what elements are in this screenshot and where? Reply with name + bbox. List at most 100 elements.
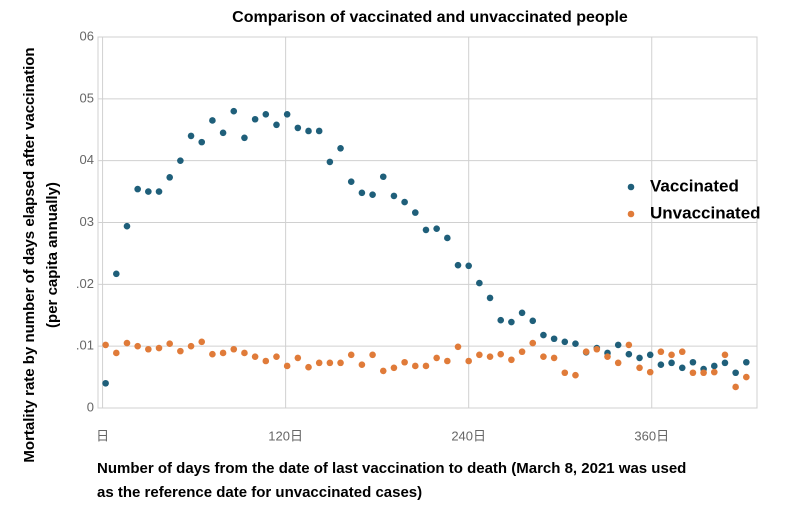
- scatter-point: [294, 124, 302, 132]
- x-tick-label: 240日: [451, 428, 486, 443]
- scatter-point: [454, 343, 462, 351]
- scatter-point: [561, 338, 569, 346]
- scatter-point: [465, 357, 472, 365]
- x-tick-label: 120日: [268, 428, 303, 443]
- scatter-point: [593, 345, 601, 353]
- scatter-point: [486, 353, 494, 360]
- scatter-point: [540, 353, 547, 360]
- y-tick-label: 06: [80, 28, 94, 43]
- scatter-point: [347, 351, 355, 359]
- scatter-point: [636, 364, 643, 372]
- scatter-point: [646, 368, 654, 376]
- scatter-point: [689, 358, 697, 366]
- scatter-point: [604, 353, 611, 360]
- scatter-point: [721, 351, 729, 359]
- scatter-point: [625, 341, 633, 349]
- legend-marker: [627, 183, 635, 191]
- scatter-point: [315, 359, 323, 367]
- scatter-point: [251, 115, 259, 123]
- scatter-point: [198, 138, 206, 146]
- scatter-point: [518, 348, 526, 356]
- scatter-point: [732, 369, 739, 377]
- scatter-point: [369, 191, 376, 198]
- scatter-point: [390, 364, 398, 372]
- x-tick-label: 日: [96, 428, 109, 443]
- scatter-point: [433, 225, 440, 232]
- scatter-point: [497, 316, 505, 324]
- scatter-point: [422, 362, 430, 370]
- scatter-point: [102, 379, 109, 387]
- scatter-point: [657, 361, 665, 369]
- scatter-point: [347, 178, 355, 185]
- scatter-point: [134, 185, 141, 193]
- x-axis-label: Number of days from the date of last vac…: [97, 460, 686, 477]
- scatter-point: [614, 359, 622, 367]
- scatter-point: [646, 351, 654, 359]
- scatter-point: [326, 359, 334, 367]
- y-tick-label: .02: [76, 276, 94, 291]
- scatter-point: [209, 117, 216, 124]
- scatter-point: [379, 367, 387, 375]
- scatter-point: [700, 369, 707, 377]
- scatter-point: [401, 198, 408, 206]
- scatter-point: [155, 188, 163, 195]
- scatter-point: [486, 294, 494, 302]
- scatter-point: [497, 350, 505, 358]
- scatter-point: [422, 226, 430, 234]
- scatter-point: [305, 363, 312, 371]
- y-tick-label: 0: [87, 399, 94, 414]
- scatter-point: [572, 340, 579, 347]
- scatter-point: [315, 127, 323, 135]
- scatter-point: [508, 318, 515, 326]
- scatter-point: [294, 354, 302, 362]
- scatter-point: [198, 338, 206, 346]
- scatter-point: [219, 129, 227, 137]
- scatter-point: [145, 188, 152, 195]
- scatter-point: [187, 342, 195, 350]
- scatter-point: [177, 157, 184, 164]
- scatter-point: [134, 342, 141, 350]
- scatter-point: [411, 362, 419, 370]
- scatter-point: [369, 351, 376, 359]
- scatter-point: [145, 345, 152, 353]
- scatter-point: [241, 134, 248, 142]
- scatter-point: [465, 262, 472, 270]
- scatter-point: [166, 340, 173, 347]
- scatter-point: [582, 348, 590, 356]
- scatter-point: [241, 349, 248, 357]
- scatter-point: [454, 261, 462, 269]
- scatter-point: [476, 279, 483, 287]
- scatter-point: [444, 234, 451, 242]
- scatter-point: [743, 373, 750, 381]
- y-tick-label: 04: [80, 152, 94, 167]
- scatter-point: [262, 357, 270, 365]
- scatter-point: [444, 357, 451, 365]
- scatter-point: [251, 353, 259, 360]
- scatter-point: [518, 309, 526, 317]
- scatter-point: [102, 341, 109, 349]
- scatter-point: [166, 174, 173, 181]
- scatter-point: [529, 317, 537, 325]
- scatter-point: [657, 348, 665, 356]
- scatter-point: [550, 354, 558, 362]
- y-axis-label: Mortality rate by number of days elapsed…: [21, 47, 38, 462]
- scatter-point: [230, 345, 238, 353]
- scatter-point: [710, 368, 718, 376]
- scatter-point: [283, 110, 291, 118]
- scatter-point: [113, 349, 120, 357]
- scatter-point: [262, 110, 270, 118]
- legend-label: Vaccinated: [650, 176, 739, 195]
- scatter-point: [614, 341, 622, 349]
- scatter-point: [550, 335, 558, 343]
- scatter-point: [177, 347, 184, 355]
- scatter-point: [283, 362, 291, 370]
- scatter-point: [219, 349, 227, 357]
- scatter-point: [710, 362, 718, 370]
- scatter-point: [155, 344, 163, 352]
- scatter-point: [326, 158, 334, 166]
- x-tick-label: 360日: [634, 428, 669, 443]
- scatter-point: [732, 383, 739, 391]
- scatter-point: [668, 351, 675, 359]
- scatter-point: [305, 127, 312, 135]
